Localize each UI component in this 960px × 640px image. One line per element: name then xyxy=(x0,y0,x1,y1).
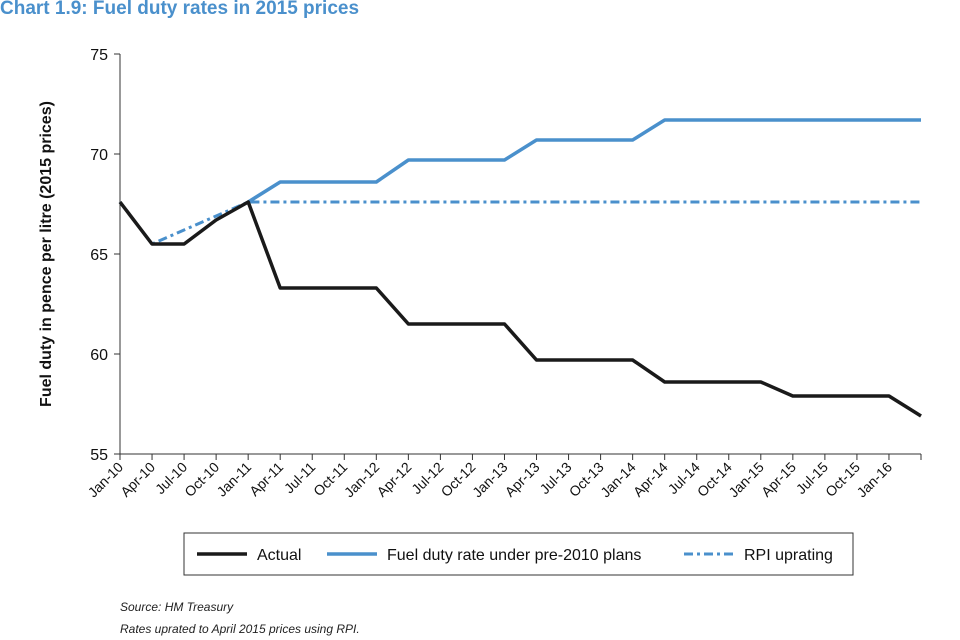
x-tick-label: Jan-14 xyxy=(597,459,639,501)
y-tick-label: 55 xyxy=(90,447,108,464)
x-tick-label: Apr-12 xyxy=(373,459,414,500)
legend: Actual Fuel duty rate under pre-2010 plan… xyxy=(183,532,854,576)
series-line-1 xyxy=(247,118,921,204)
x-tick-label: Apr-13 xyxy=(502,459,543,500)
x-tick-label: Apr-14 xyxy=(630,459,671,500)
x-tick-label: Jan-10 xyxy=(85,459,127,501)
y-tick-label: 70 xyxy=(90,147,108,164)
y-tick-label: 60 xyxy=(90,347,108,364)
x-tick-label: Apr-11 xyxy=(246,459,286,499)
y-tick-label: 75 xyxy=(90,47,108,64)
series-lines xyxy=(118,118,922,418)
legend-label-2: RPI uprating xyxy=(744,547,833,564)
y-ticks: 55 60 65 70 75 xyxy=(90,47,120,464)
source-note: Source: HM Treasury xyxy=(120,600,234,614)
x-tick-label: Jan-12 xyxy=(341,459,383,501)
x-tick-label: Jan-15 xyxy=(725,459,767,501)
x-tick-label: Jan-13 xyxy=(469,459,511,501)
axes xyxy=(119,54,921,455)
y-tick-label: 65 xyxy=(90,247,108,264)
x-tick-label: Oct-10 xyxy=(181,459,222,500)
x-tick-label: Jan-11 xyxy=(213,459,254,500)
legend-label-1: Fuel duty rate under pre-2010 plans xyxy=(387,547,641,564)
x-ticks: Jan-10Apr-10Jul-10Oct-10Jan-11Apr-11Jul-… xyxy=(85,454,922,501)
series-line-0 xyxy=(118,200,922,418)
y-axis-label: Fuel duty in pence per litre (2015 price… xyxy=(38,101,55,407)
legend-box xyxy=(183,532,854,576)
chart-title: Chart 1.9: Fuel duty rates in 2015 price… xyxy=(0,0,360,19)
x-tick-label: Apr-10 xyxy=(117,459,158,500)
x-tick-label: Apr-15 xyxy=(758,459,799,500)
x-tick-label: Jan-16 xyxy=(853,459,895,501)
legend-label-0: Actual xyxy=(257,547,301,564)
methodology-note: Rates uprated to April 2015 prices using… xyxy=(120,622,360,636)
